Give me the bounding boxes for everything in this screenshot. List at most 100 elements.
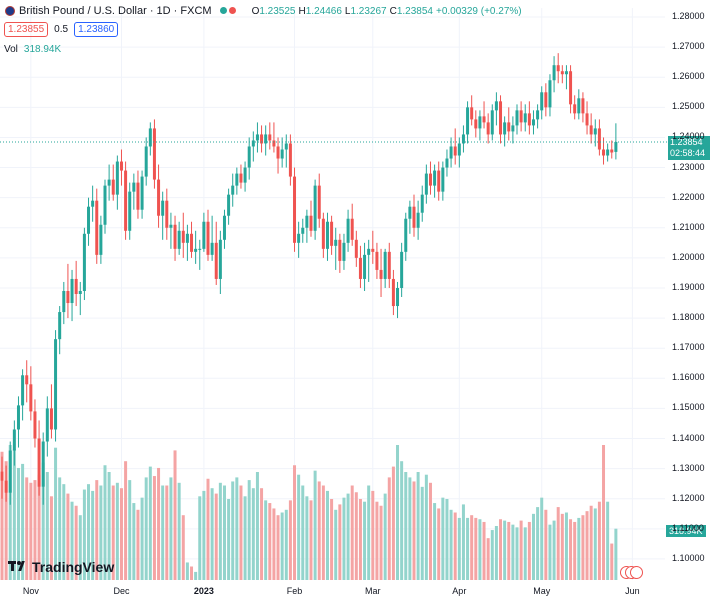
volume-bar xyxy=(37,474,41,580)
candle-body xyxy=(474,119,478,129)
candle-body xyxy=(33,411,37,439)
buy-button[interactable]: 1.23860 xyxy=(74,22,119,37)
volume-label[interactable]: Vol xyxy=(4,44,18,55)
volume-bar xyxy=(317,481,321,580)
candle-body xyxy=(396,287,400,307)
volume-bar xyxy=(540,497,544,580)
candle-body xyxy=(523,113,527,123)
candle-body xyxy=(581,98,585,114)
candle-body xyxy=(519,110,523,123)
candle-body xyxy=(152,128,156,180)
candle-body xyxy=(400,251,404,288)
volume-bar xyxy=(486,538,490,580)
volume-bar xyxy=(103,465,107,580)
volume-bar xyxy=(470,515,474,580)
symbol-title[interactable]: British Pound / U.S. Dollar · 1D · FXCM xyxy=(19,5,212,17)
volume-bar xyxy=(177,482,181,580)
volume-bar xyxy=(585,511,589,580)
market-status-icon[interactable] xyxy=(219,5,246,17)
volume-bar xyxy=(527,521,531,580)
y-tick-label: 1.16000 xyxy=(672,372,705,383)
volume-bar xyxy=(519,520,523,580)
volume-bar xyxy=(334,509,338,580)
volume-bar xyxy=(577,517,581,580)
volume-bar xyxy=(305,496,309,580)
volume-bar xyxy=(161,485,165,580)
candle-body xyxy=(99,224,103,255)
volume-bar xyxy=(461,504,465,580)
y-tick-label: 1.13000 xyxy=(672,462,705,473)
candle-body xyxy=(564,71,568,75)
volume-bar xyxy=(165,485,169,580)
volume-bar xyxy=(49,496,53,580)
volume-legend: Vol 318.94K xyxy=(4,44,61,55)
tradingview-logo[interactable]: TradingView xyxy=(8,559,114,575)
volume-bar xyxy=(45,472,49,580)
volume-bar xyxy=(408,477,412,580)
volume-bar xyxy=(494,526,498,580)
candle-body xyxy=(12,429,16,451)
candle-body xyxy=(128,191,132,231)
candle-body xyxy=(140,176,144,210)
candle-body xyxy=(437,170,441,192)
volume-bar xyxy=(66,493,70,580)
sell-button[interactable]: 1.23855 xyxy=(4,22,49,37)
candle-body xyxy=(408,206,412,219)
candle-body xyxy=(25,375,29,385)
y-tick-label: 1.10000 xyxy=(672,552,705,563)
candle-body xyxy=(354,239,358,258)
volume-bar xyxy=(387,477,391,580)
candle-body xyxy=(124,170,128,231)
candle-body xyxy=(157,179,161,216)
candle-body xyxy=(82,233,86,291)
y-tick-label: 1.28000 xyxy=(672,11,705,22)
candle-body xyxy=(70,278,74,304)
candle-body xyxy=(284,143,288,150)
volume-bar xyxy=(297,474,301,580)
volume-bar xyxy=(268,503,272,580)
volume-bar xyxy=(74,505,78,580)
y-tick-label: 1.14000 xyxy=(672,432,705,443)
candle-body xyxy=(486,122,490,135)
volume-bar xyxy=(602,445,606,580)
volume-bar xyxy=(70,501,74,580)
volume-bar xyxy=(597,501,601,580)
volume-bar xyxy=(606,501,610,580)
volume-bar xyxy=(614,528,618,580)
candle-body xyxy=(597,128,601,150)
candle-body xyxy=(346,218,350,243)
y-tick-label: 1.24000 xyxy=(672,131,705,142)
volume-bar xyxy=(284,509,288,580)
tradingview-logo-icon xyxy=(8,561,28,573)
candle-body xyxy=(119,161,123,171)
economic-events-icon[interactable] xyxy=(620,566,648,579)
volume-bar xyxy=(202,490,206,580)
volume-bar xyxy=(222,485,226,580)
volume-bar xyxy=(457,517,461,580)
candle-body xyxy=(478,116,482,129)
volume-price-tag: 318.94K xyxy=(666,525,706,537)
candle-body xyxy=(247,146,251,168)
volume-bar xyxy=(325,490,329,580)
volume-bar xyxy=(379,505,383,580)
volume-bar xyxy=(99,485,103,580)
volume-bar xyxy=(433,503,437,580)
candle-body xyxy=(556,65,560,72)
volume-bar xyxy=(152,476,156,580)
volume-bar xyxy=(449,509,453,580)
y-tick-label: 1.15000 xyxy=(672,402,705,413)
volume-bar xyxy=(58,477,62,580)
volume-bar xyxy=(293,465,297,580)
logo-text: TradingView xyxy=(32,559,115,575)
candle-body xyxy=(144,146,148,177)
candle-body xyxy=(95,200,99,255)
volume-bar xyxy=(16,467,20,580)
volume-bar xyxy=(420,486,424,580)
volume-value: 318.94K xyxy=(23,44,62,55)
volume-bar xyxy=(358,499,362,580)
candle-body xyxy=(610,149,614,153)
volume-bar xyxy=(115,482,119,580)
volume-bar xyxy=(338,504,342,580)
volume-bar xyxy=(25,477,29,580)
